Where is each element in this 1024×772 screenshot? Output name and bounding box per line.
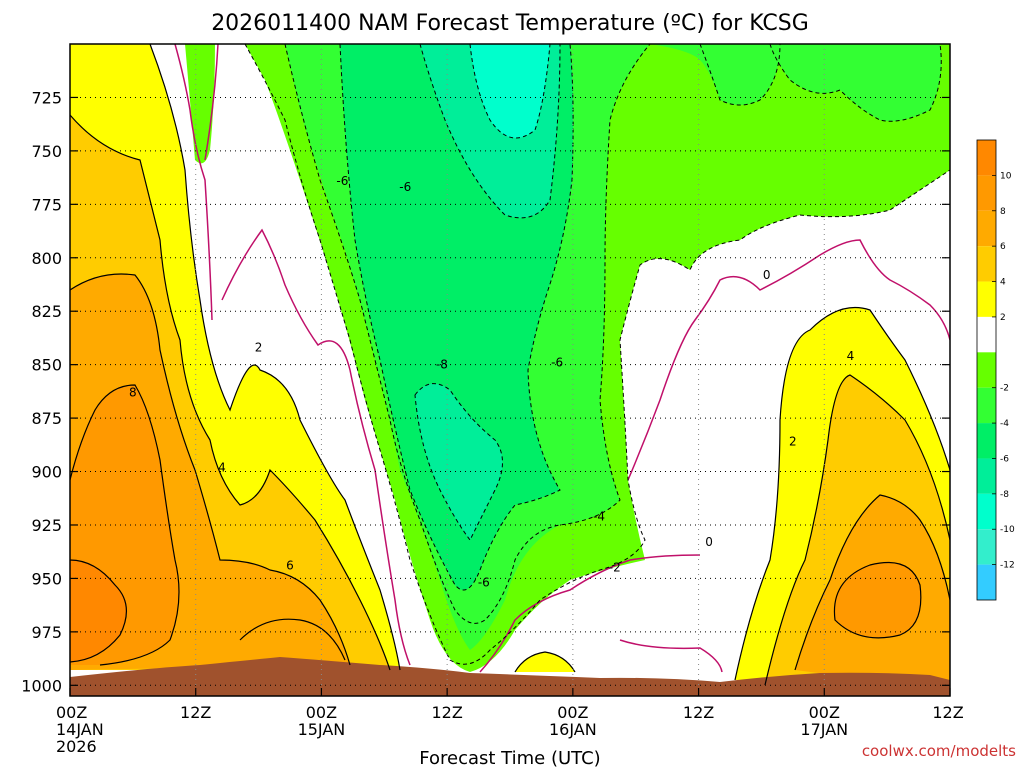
ground	[70, 657, 950, 696]
x-tick-label: 2026	[56, 737, 97, 756]
x-tick-label: 15JAN	[298, 720, 346, 739]
x-axis-label: Forecast Time (UTC)	[419, 748, 600, 768]
x-tick-label: 12Z	[431, 703, 462, 722]
colorbar-swatch	[977, 493, 996, 530]
contours-dashed	[244, 44, 950, 665]
contour-label: 2	[789, 435, 797, 449]
contour-label: 4	[847, 349, 855, 363]
contour-label: -6	[478, 576, 490, 590]
colorbar-label: 6	[1000, 242, 1006, 252]
y-tick-label: 925	[31, 516, 62, 535]
contour-label: 6	[286, 559, 294, 573]
y-tick-label: 950	[31, 569, 62, 588]
y-tick-label: 875	[31, 409, 62, 428]
y-tick-label: 825	[31, 302, 62, 321]
colorbar-swatch	[977, 458, 996, 494]
colorbar: 10 8 6 4 2 -2 -4 -6 -8 -10 -12	[976, 139, 1015, 601]
colorbar-label: 8	[1000, 207, 1006, 217]
x-tick-label: 00Z	[56, 703, 87, 722]
x-tick-label: 12Z	[180, 703, 211, 722]
colorbar-label: -10	[1000, 525, 1015, 535]
x-tick-label: 00Z	[306, 703, 337, 722]
grid	[70, 44, 950, 696]
colorbar-label: -8	[1000, 490, 1009, 500]
colorbar-swatch	[977, 352, 996, 388]
x-tick-label: 00Z	[809, 703, 840, 722]
colorbar-label: 10	[1000, 171, 1012, 181]
y-tick-label: 800	[31, 249, 62, 268]
x-tick-label: 17JAN	[800, 720, 848, 739]
contour-label: -6	[399, 180, 411, 194]
colorbar-swatch	[977, 564, 996, 600]
x-tick-label: 16JAN	[549, 720, 597, 739]
contour-label: -6	[551, 356, 563, 370]
chart-title: 2026011400 NAM Forecast Temperature (ºC)…	[211, 11, 809, 36]
colorbar-swatch	[977, 246, 996, 282]
contour-labels: -6 -6 -8 -6 -6 -4 -2 0 0 2 2 4 4 6 8	[129, 174, 854, 590]
contours-zero	[174, 44, 950, 673]
y-tick-label: 725	[31, 88, 62, 107]
colorbar-swatch	[977, 140, 996, 176]
colorbar-swatch	[977, 281, 996, 317]
contour-label: 0	[705, 535, 713, 549]
colorbar-swatch	[977, 529, 996, 565]
colorbar-label: 2	[1000, 313, 1006, 323]
x-tick-label: 12Z	[932, 703, 963, 722]
colorbar-swatch	[977, 423, 996, 459]
colorbar-swatch	[977, 316, 996, 353]
contour-label: 0	[763, 268, 771, 282]
contour-label: 4	[218, 460, 226, 474]
contours-solid	[70, 44, 950, 686]
y-tick-label: 750	[31, 142, 62, 161]
credit-text: coolwx.com/modelts	[862, 742, 1016, 760]
colorbar-label: -4	[1000, 419, 1009, 429]
colorbar-label: -2	[1000, 384, 1009, 394]
plot-frame	[69, 43, 951, 697]
x-tick-label: 14JAN	[56, 720, 104, 739]
colorbar-swatch	[977, 387, 996, 424]
y-tick-label: 900	[31, 463, 62, 482]
contour-label: 2	[255, 341, 263, 355]
field-ge-8-right	[834, 562, 921, 638]
field-ge-10-left	[70, 560, 127, 662]
field-ge-6-bump	[240, 619, 345, 665]
colorbar-swatch	[977, 175, 996, 211]
contour-label: -4	[593, 509, 605, 523]
x-tick-label: 12Z	[683, 703, 714, 722]
field-le-minus2-strip1	[185, 44, 215, 164]
y-tick-label: 775	[31, 195, 62, 214]
colorbar-label: 4	[1000, 278, 1006, 288]
colorbar-label: -6	[1000, 454, 1009, 464]
contour-label: -2	[609, 561, 621, 575]
contour-label: -8	[436, 358, 448, 372]
x-tick-label: 00Z	[557, 703, 588, 722]
colorbar-frame	[976, 139, 997, 601]
y-tick-label: 1000	[21, 676, 62, 695]
y-tick-label: 850	[31, 356, 62, 375]
colorbar-label: -12	[1000, 561, 1015, 571]
plot-area	[70, 44, 950, 696]
field-le-minus8-b	[415, 383, 503, 540]
field-le-minus10	[470, 44, 550, 138]
contour-label: 8	[129, 385, 137, 399]
y-tick-label: 975	[31, 623, 62, 642]
colorbar-swatch	[977, 210, 996, 247]
contour-label: -6	[336, 174, 348, 188]
field-le-minus4-right	[770, 44, 942, 122]
